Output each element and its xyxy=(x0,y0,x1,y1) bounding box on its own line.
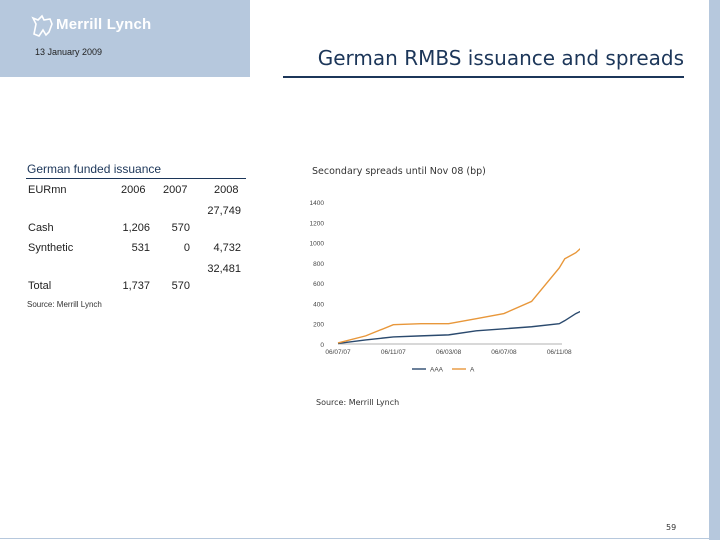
right-accent-bar xyxy=(709,0,720,540)
row-label: Total xyxy=(28,280,52,292)
series-line-aaa xyxy=(337,310,580,345)
column-header: 2007 xyxy=(163,184,188,196)
y-tick-label: 400 xyxy=(313,301,324,308)
x-tick-label: 06/11/07 xyxy=(381,349,406,356)
merrill-lynch-bull-icon xyxy=(31,14,53,37)
company-logo-text: Merrill Lynch xyxy=(56,16,152,33)
column-header: 2006 xyxy=(121,184,146,196)
legend-label: AAA xyxy=(430,367,444,374)
y-tick-label: 1000 xyxy=(310,241,325,248)
legend-label: A xyxy=(470,367,475,374)
column-header: 2008 xyxy=(214,184,239,196)
table-source: Source: Merrill Lynch xyxy=(27,300,102,309)
table-cell: 531 xyxy=(131,242,150,254)
chart-title: Secondary spreads until Nov 08 (bp) xyxy=(312,166,486,177)
footer-rule xyxy=(0,538,720,539)
y-tick-label: 200 xyxy=(313,322,324,329)
header-panel: Merrill Lynch 13 January 2009 xyxy=(0,0,250,77)
report-date: 13 January 2009 xyxy=(35,47,103,57)
chart-source: Source: Merrill Lynch xyxy=(316,398,400,407)
table-cell: 570 xyxy=(171,280,190,292)
row-label: Cash xyxy=(28,222,54,234)
x-tick-label: 06/11/08 xyxy=(547,349,572,356)
y-tick-label: 0 xyxy=(320,342,324,349)
title-divider xyxy=(283,76,684,78)
table-title: German funded issuance xyxy=(27,162,162,176)
y-tick-label: 600 xyxy=(313,281,324,288)
x-tick-label: 06/07/08 xyxy=(491,349,517,356)
spreads-line-chart: 0 200 400 600 800 1000 1200 1400 06/07/07 06/11/0… xyxy=(310,200,580,374)
table-cell: 32,481 xyxy=(207,263,241,275)
row-label: Synthetic xyxy=(28,242,74,254)
y-tick-label: 1400 xyxy=(310,200,325,207)
series-line-a xyxy=(337,247,580,344)
table-cell: 1,206 xyxy=(122,222,150,234)
slide-title: German RMBS issuance and spreads xyxy=(317,46,684,70)
table-cell: 570 xyxy=(171,222,190,234)
page-number: 59 xyxy=(666,523,677,532)
unit-header: EURmn xyxy=(28,184,67,196)
y-tick-label: 1200 xyxy=(310,220,325,227)
table-cell: 1,737 xyxy=(122,280,150,292)
x-tick-label: 06/03/08 xyxy=(436,349,462,356)
table-cell: 0 xyxy=(183,242,190,254)
table-cell: 27,749 xyxy=(207,205,241,217)
table-cell: 4,732 xyxy=(213,242,241,254)
x-tick-label: 06/07/07 xyxy=(325,349,351,356)
y-tick-label: 800 xyxy=(313,261,324,268)
table-divider xyxy=(26,178,246,179)
